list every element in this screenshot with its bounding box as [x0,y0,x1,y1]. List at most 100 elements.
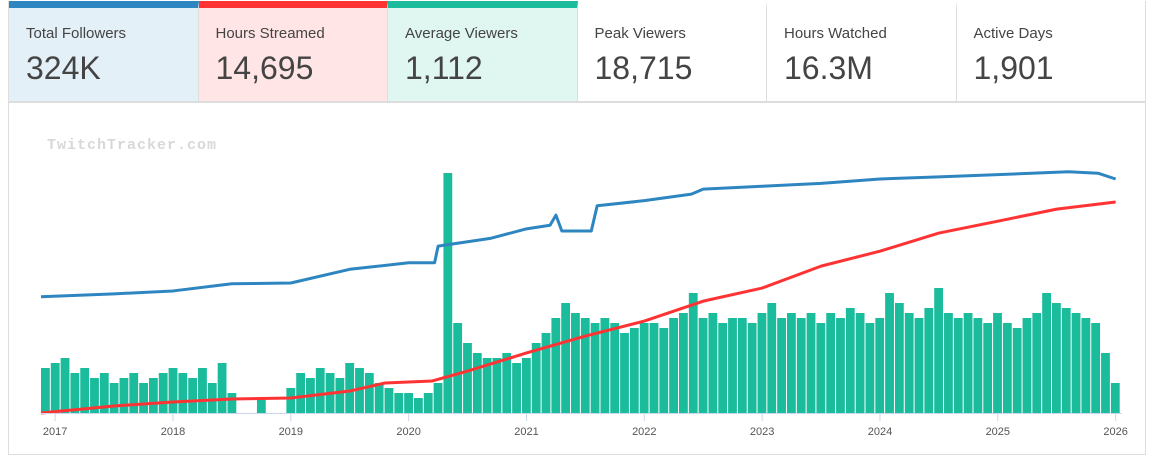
viewer-bar [482,358,492,413]
viewer-bar [364,373,374,413]
viewer-bar [227,393,237,413]
viewer-bar [158,373,168,413]
viewer-bar [1012,328,1022,413]
viewer-bar [463,343,472,413]
x-tick-label: 2023 [750,426,774,438]
viewer-bar [806,313,816,413]
stat-label: Active Days [973,25,1053,42]
viewer-bar [404,393,413,413]
viewer-bar [109,383,119,413]
stat-card-peak-viewers: Peak Viewers 18,715 [577,1,767,101]
stat-card-average-viewers: Average Viewers 1,112 [388,1,578,101]
viewer-bar [1110,383,1120,413]
viewer-bar [90,378,99,413]
viewer-bar [384,388,394,413]
watermark: TwitchTracker.com [47,137,218,154]
viewer-bar [453,323,463,413]
viewer-bar [286,388,296,413]
viewer-bar [1032,313,1042,413]
viewer-bar [737,318,747,413]
x-tick-label: 2021 [514,426,538,438]
viewer-bar [1101,353,1110,413]
stat-label: Hours Watched [784,25,887,42]
viewer-bar [679,313,688,413]
viewer-bar [777,318,786,413]
viewer-bar [944,313,953,413]
viewer-bar [1061,308,1071,413]
viewer-bar [41,368,50,413]
stat-card-active-days: Active Days 1,901 [956,1,1145,101]
viewer-bar [924,308,934,413]
viewer-bar [551,318,561,413]
viewer-bar [708,313,718,413]
viewer-bar [973,318,983,413]
stat-label: Total Followers [26,25,127,42]
viewer-bar [1081,318,1091,413]
viewer-bar [698,318,708,413]
viewer-bar [796,318,806,413]
viewer-bar [875,318,885,413]
x-tick-label: 2018 [161,426,185,438]
viewer-bar [50,363,60,413]
viewer-bar [845,308,855,413]
viewer-bar [1052,303,1061,413]
viewer-bar [296,373,306,413]
viewer-bar [188,378,198,413]
viewer-bar [1071,313,1081,413]
followers-line [40,170,1117,299]
viewer-bar [148,378,158,413]
x-tick-label: 2024 [868,426,892,438]
viewer-bar [983,323,993,413]
viewer-bar [865,323,875,413]
stat-card-hours-watched: Hours Watched 16.3M [767,1,957,101]
viewer-bar [502,353,512,413]
stats-bar: Total Followers 324K Hours Streamed 14,695 A… [8,1,1146,102]
viewer-bar [433,383,443,413]
stat-value: 324K [26,50,101,86]
viewer-bar [541,333,551,413]
viewer-bar [747,323,757,413]
viewer-bar [1002,323,1012,413]
viewer-bar [610,323,620,413]
viewer-bar [590,323,600,413]
viewer-bar [894,303,904,413]
viewer-bar [335,378,345,413]
viewer-bar [993,313,1002,413]
viewer-bar [374,383,384,413]
x-tick-label: 2020 [396,426,420,438]
viewer-bar [600,318,610,413]
viewer-bar [80,368,90,413]
stat-card-hours-streamed: Hours Streamed 14,695 [198,1,388,101]
viewer-bar [1042,293,1052,413]
viewer-bar [256,398,266,413]
viewer-bar [639,323,649,413]
stat-value: 18,715 [594,50,693,86]
x-tick-label: 2022 [632,426,656,438]
stat-label: Average Viewers [405,25,518,42]
x-tick-label: 2019 [279,426,303,438]
chart-svg: 2017 2018 2019 2020 2021 2022 2023 2024 2025 2026 [40,170,1128,438]
viewer-bar [659,328,669,413]
viewer-bar [757,313,767,413]
viewer-bar [315,368,325,413]
stat-card-total-followers: Total Followers 324K [9,1,199,101]
viewer-bar [718,323,728,413]
stat-value: 16.3M [784,50,873,86]
viewer-bar [345,363,355,413]
hours-streamed-line [40,200,1116,415]
viewer-bar [443,173,453,413]
viewer-bar [826,313,836,413]
stat-value: 1,112 [405,50,483,86]
viewer-bar [139,383,148,413]
x-tick-label: 2017 [43,426,67,438]
stat-label: Hours Streamed [215,25,325,42]
viewer-bar [629,328,639,413]
viewer-bar [580,318,590,413]
viewer-bar [816,323,826,413]
viewer-bar [521,358,531,413]
viewer-bar [99,373,109,413]
channel-chart: TwitchTracker.com 2017 2018 2019 2020 2021 20… [8,102,1146,455]
viewer-bar [168,368,178,413]
viewer-bar [198,368,207,413]
viewer-bar [561,303,571,413]
